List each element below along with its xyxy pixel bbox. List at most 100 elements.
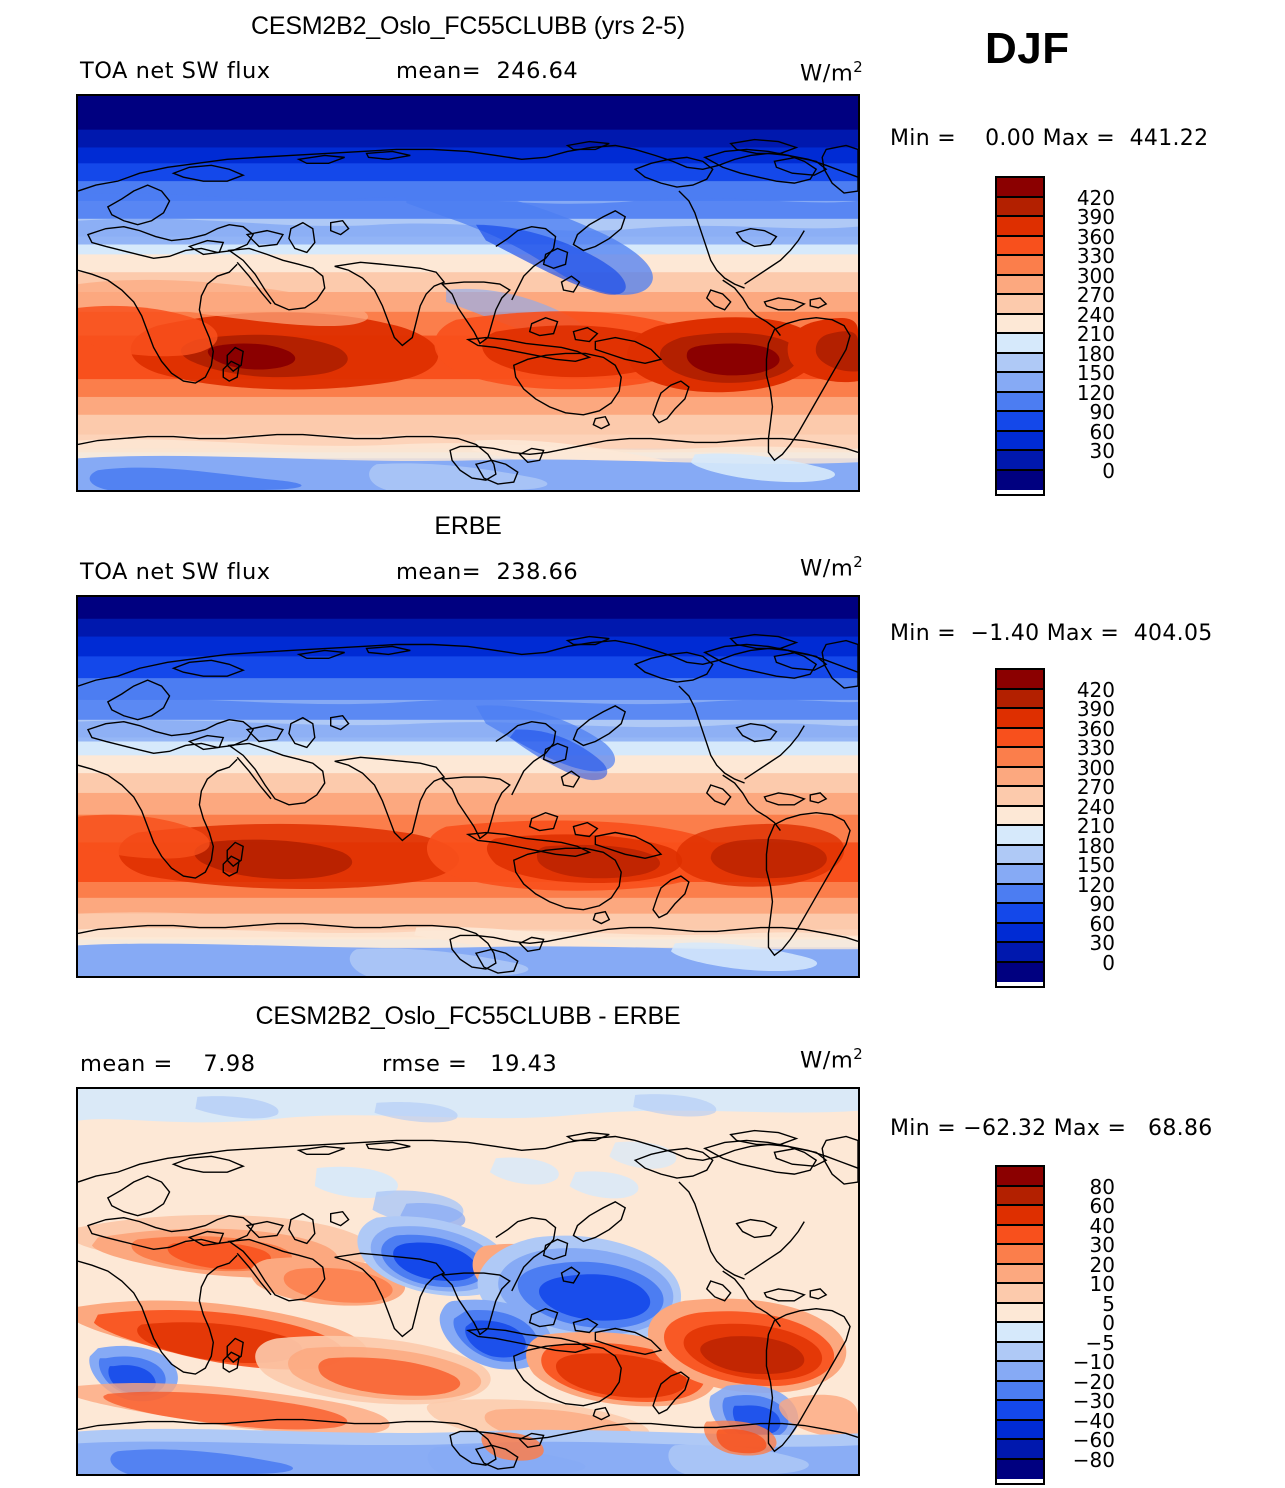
map-panel-difference-coastlines: [78, 1089, 858, 1474]
colorbar-panel-1[interactable]: 420 390 360 330 300 270 240 210 180 150 120 90 60 30 0: [995, 176, 1115, 496]
colorbar-tick-label: 60: [1089, 911, 1115, 936]
colorbar-tick-label: 80: [1089, 1174, 1115, 1199]
colorbar-panel-3[interactable]: 80 60 40 30 20 10 5 0 −5 −10 −20 −30 −40 −60 −80: [995, 1165, 1115, 1485]
colorbar-tick-label: 150: [1076, 361, 1115, 385]
colorbar-tick-label: 150: [1076, 853, 1115, 877]
panel-2-units-label: W/m2: [800, 553, 864, 582]
colorbar-tick-label: 0: [1102, 1311, 1115, 1335]
colorbar-swatch: [997, 373, 1043, 393]
colorbar-swatch: [997, 670, 1043, 690]
units-exponent: 2: [853, 1045, 864, 1063]
colorbar-swatch: [997, 806, 1043, 826]
colorbar-swatch: [997, 1323, 1043, 1343]
colorbar-swatch: [997, 431, 1043, 451]
colorbar-swatch: [997, 865, 1043, 885]
colorbar-tick-label: 330: [1076, 244, 1115, 268]
panel-2-left-label: TOA net SW flux: [80, 559, 271, 585]
panel-3-title: CESM2B2_Oslo_FC55CLUBB - ERBE: [255, 1002, 681, 1030]
panel-2-mean-label: mean= 238.66: [396, 559, 579, 585]
colorbar-swatch: [997, 943, 1043, 963]
colorbar-panel-1-swatches: [995, 176, 1045, 496]
colorbar-tick-label: 30: [1089, 1233, 1115, 1257]
panel-3-mean-label: mean = 7.98: [80, 1051, 256, 1077]
colorbar-tick-label: 5: [1102, 1291, 1115, 1316]
colorbar-swatch: [997, 1362, 1043, 1382]
colorbar-swatch: [997, 748, 1043, 768]
panel-1-title: CESM2B2_Oslo_FC55CLUBB (yrs 2-5): [250, 12, 686, 40]
colorbar-tick-label: 390: [1076, 205, 1115, 229]
colorbar-panel-3-swatches: [995, 1165, 1045, 1485]
colorbar-tick-label: 10: [1089, 1272, 1115, 1296]
panel-2-title: ERBE: [434, 512, 502, 540]
colorbar-tick-label: 0: [1102, 458, 1115, 483]
colorbar-tick-label: 420: [1076, 677, 1115, 702]
colorbar-tick-label: 330: [1076, 736, 1115, 760]
colorbar-tick-label: 120: [1076, 872, 1115, 897]
colorbar-tick-label: 30: [1089, 439, 1115, 463]
colorbar-tick-label: 300: [1076, 263, 1115, 288]
colorbar-swatch: [997, 962, 1043, 982]
colorbar-swatch: [997, 1186, 1043, 1206]
colorbar-swatch: [997, 1264, 1043, 1284]
colorbar-tick-label: 240: [1076, 302, 1115, 327]
panel-1-left-label: TOA net SW flux: [80, 58, 271, 84]
season-label: DJF: [985, 24, 1070, 73]
map-panel-model[interactable]: [76, 94, 860, 492]
panel-1-mean-label: mean= 246.64: [396, 58, 579, 84]
colorbar-tick-label: −20: [1072, 1369, 1115, 1394]
colorbar-tick-label: 390: [1076, 697, 1115, 721]
colorbar-panel-2-ticks: 420 390 360 330 300 270 240 210 180 150 120 90 60 30 0: [1045, 668, 1115, 984]
colorbar-swatch: [997, 1303, 1043, 1323]
colorbar-swatch: [997, 1401, 1043, 1421]
colorbar-tick-label: 270: [1076, 283, 1115, 307]
colorbar-swatch: [997, 392, 1043, 412]
colorbar-swatch: [997, 728, 1043, 748]
colorbar-tick-label: −5: [1085, 1330, 1115, 1355]
colorbar-swatch: [997, 451, 1043, 471]
colorbar-swatch: [997, 845, 1043, 865]
colorbar-tick-label: 210: [1076, 322, 1115, 346]
colorbar-tick-label: 240: [1076, 794, 1115, 819]
colorbar-swatch: [997, 923, 1043, 943]
colorbar-swatch: [997, 217, 1043, 237]
panel-3-rmse-label: rmse = 19.43: [382, 1051, 558, 1077]
colorbar-panel-2[interactable]: 420 390 360 330 300 270 240 210 180 150 120 90 60 30 0: [995, 668, 1115, 988]
colorbar-swatch: [997, 236, 1043, 256]
colorbar-swatch: [997, 256, 1043, 276]
colorbar-swatch: [997, 334, 1043, 354]
colorbar-tick-label: −40: [1072, 1408, 1115, 1433]
colorbar-tick-label: 40: [1089, 1213, 1115, 1238]
colorbar-swatch: [997, 1440, 1043, 1460]
colorbar-swatch: [997, 1420, 1043, 1440]
colorbar-tick-label: 60: [1089, 419, 1115, 444]
panel-2-minmax: Min = −1.40 Max = 404.05: [890, 621, 1213, 646]
colorbar-swatch: [997, 353, 1043, 373]
map-panel-difference[interactable]: [76, 1087, 860, 1476]
colorbar-tick-label: −80: [1072, 1447, 1115, 1472]
colorbar-swatch: [997, 1284, 1043, 1304]
colorbar-swatch: [997, 1381, 1043, 1401]
colorbar-swatch: [997, 1245, 1043, 1265]
colorbar-tick-label: 60: [1089, 1194, 1115, 1218]
colorbar-swatch: [997, 767, 1043, 787]
colorbar-swatch: [997, 1206, 1043, 1226]
panel-3-minmax: Min = −62.32 Max = 68.86: [890, 1116, 1213, 1141]
colorbar-tick-label: 90: [1089, 892, 1115, 916]
colorbar-swatch: [997, 709, 1043, 729]
colorbar-tick-label: 180: [1076, 341, 1115, 366]
colorbar-swatch: [997, 689, 1043, 709]
colorbar-swatch: [997, 904, 1043, 924]
units-exponent: 2: [853, 58, 864, 76]
units-exponent: 2: [853, 553, 864, 571]
colorbar-swatch: [997, 470, 1043, 490]
colorbar-tick-label: 210: [1076, 814, 1115, 838]
colorbar-swatch: [997, 295, 1043, 315]
colorbar-swatch: [997, 275, 1043, 295]
colorbar-panel-2-swatches: [995, 668, 1045, 988]
colorbar-tick-label: −10: [1072, 1350, 1115, 1374]
colorbar-swatch: [997, 412, 1043, 432]
map-panel-model-coastlines: [78, 96, 858, 490]
map-panel-observations[interactable]: [76, 595, 860, 978]
colorbar-tick-label: 300: [1076, 755, 1115, 780]
colorbar-panel-3-ticks: 80 60 40 30 20 10 5 0 −5 −10 −20 −30 −40 −60 −80: [1045, 1165, 1115, 1481]
